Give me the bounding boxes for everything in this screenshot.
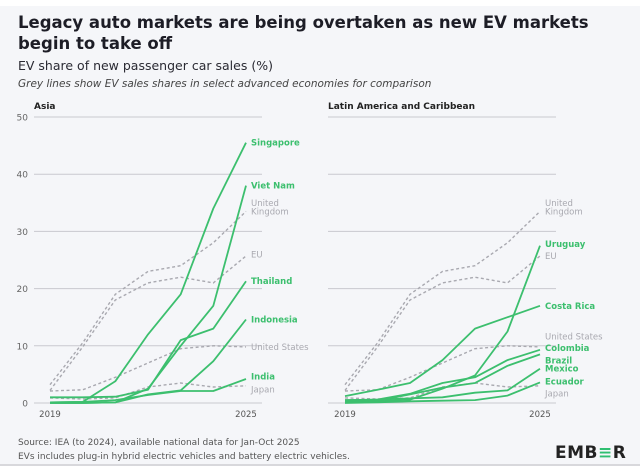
x-tick-label: 2025 <box>235 410 257 420</box>
y-tick-label: 20 <box>17 285 29 295</box>
series-line-ecuador <box>344 381 541 404</box>
series-label-eu: EU <box>251 250 263 260</box>
panel-title: Asia <box>34 102 55 112</box>
series-line-united-kingdom <box>49 210 247 386</box>
panel-title: Latin America and Caribbean <box>328 102 475 112</box>
series-label-japan: Japan <box>250 385 275 395</box>
series-line-brazil <box>344 353 541 403</box>
y-tick-label: 10 <box>17 342 29 352</box>
source-note: Source: IEA (to 2024), available nationa… <box>18 436 350 464</box>
series-label-mexico: Mexico <box>545 365 579 375</box>
chart-title: Legacy auto markets are being overtaken … <box>18 13 589 53</box>
series-label-japan: Japan <box>544 389 569 399</box>
series-label-brazil: Brazil <box>545 357 572 367</box>
series-label-india: India <box>251 373 275 383</box>
ember-logo: EMB≡R <box>555 443 627 463</box>
series-line-india <box>49 378 247 404</box>
series-label-indonesia: Indonesia <box>251 315 298 325</box>
series-line-costa-rica <box>344 304 541 397</box>
series-line-thailand <box>50 280 247 399</box>
series-label-eu: EU <box>545 252 557 262</box>
series-label-uruguay: Uruguay <box>545 240 586 250</box>
series-label-thailand: Thailand <box>251 277 292 287</box>
series-line-united-states <box>344 345 541 392</box>
series-line-japan <box>49 382 247 400</box>
series-label-costa-rica: Costa Rica <box>545 302 595 312</box>
series-label-united-kingdom: United Kingdom <box>545 199 583 218</box>
series-label-colombia: Colombia <box>545 344 590 354</box>
series-label-singapore: Singapore <box>251 139 300 149</box>
series-line-colombia <box>344 348 541 401</box>
series-line-united-states <box>49 345 247 392</box>
series-line-uruguay <box>344 245 541 403</box>
series-label-viet-nam: Viet Nam <box>251 182 295 192</box>
source-line-2: EVs includes plug-in hybrid electric veh… <box>18 452 350 462</box>
series-label-ecuador: Ecuador <box>545 377 585 387</box>
series-line-eu <box>49 255 247 391</box>
series-line-united-kingdom <box>344 210 541 386</box>
chart-subtitle: EV share of new passenger car sales (%) <box>18 58 273 73</box>
series-line-mexico <box>344 367 541 401</box>
series-line-viet-nam <box>50 185 247 404</box>
y-tick-label: 30 <box>17 228 29 238</box>
x-tick-label: 2025 <box>529 410 551 420</box>
y-tick-label: 40 <box>17 171 29 181</box>
chart-note: Grey lines show EV sales shares in selec… <box>18 78 432 90</box>
x-tick-label: 2019 <box>39 410 61 420</box>
series-label-united-kingdom: United Kingdom <box>251 199 289 218</box>
series-label-united-states: United States <box>545 333 603 343</box>
series-label-united-states: United States <box>251 343 309 353</box>
chart-card: Legacy auto markets are being overtaken … <box>0 6 640 466</box>
y-tick-label: 50 <box>17 114 29 124</box>
y-tick-label: 0 <box>22 400 28 410</box>
source-line-1: Source: IEA (to 2024), available nationa… <box>18 438 300 448</box>
series-line-singapore <box>49 142 247 404</box>
x-tick-label: 2019 <box>334 410 356 420</box>
